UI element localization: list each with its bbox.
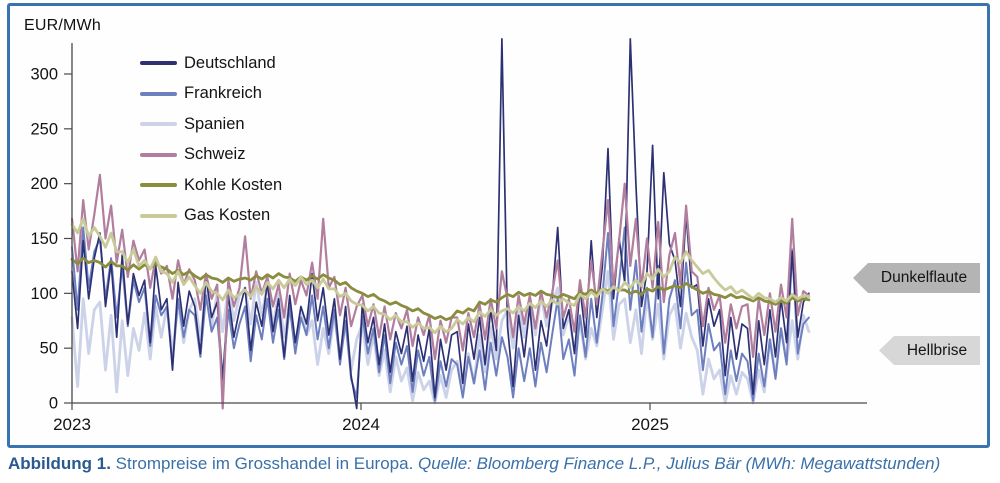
legend-item-frankreich: Frankreich — [140, 79, 282, 110]
series-line-schweiz — [70, 173, 811, 410]
x-tick-label: 2023 — [53, 415, 91, 434]
legend-item-gas-kosten: Gas Kosten — [140, 201, 282, 232]
y-tick-label: 250 — [30, 120, 58, 138]
legend-item-deutschland: Deutschland — [140, 48, 282, 79]
y-tick-label: 50 — [40, 340, 58, 358]
figure-number: Abbildung 1. — [8, 454, 111, 473]
frankreich-line-swatch — [140, 91, 177, 96]
legend-item-kohle-kosten: Kohle Kosten — [140, 170, 282, 201]
deutschland-line-swatch — [140, 61, 177, 66]
caption-source: Quelle: Bloomberg Finance L.P., Julius B… — [418, 454, 941, 473]
legend-label: Kohle Kosten — [184, 175, 283, 194]
series-line-gas-kosten — [70, 217, 811, 335]
y-tick-label: 100 — [30, 285, 58, 303]
chart-panel: EUR/MWh 0 50 100 150 200 250 300 2023 2024 2025 D… — [7, 3, 990, 448]
hellbrise-label: Hellbrise — [906, 341, 968, 359]
y-tick-label: 300 — [30, 65, 58, 83]
legend-label: Frankreich — [184, 84, 262, 103]
series-line-frankreich — [71, 226, 810, 402]
legend-label: Spanien — [184, 114, 245, 133]
series-line-spanien — [70, 269, 811, 405]
schweiz-line-swatch — [140, 152, 177, 157]
legend-item-schweiz: Schweiz — [140, 140, 282, 171]
dunkelflaute-annotation-tag: Dunkelflaute — [853, 263, 980, 293]
x-tick-label: 2025 — [631, 415, 669, 434]
kohle-kosten-line-swatch — [140, 183, 177, 188]
spanien-line-swatch — [140, 122, 177, 127]
legend-label: Schweiz — [184, 145, 246, 164]
hellbrise-annotation-tag: Hellbrise — [879, 336, 980, 365]
dunkelflaute-label: Dunkelflaute — [880, 269, 968, 286]
legend-label: Deutschland — [184, 53, 276, 72]
y-axis-title: EUR/MWh — [24, 17, 101, 34]
figure-caption: Abbildung 1. Strompreise im Grosshandel … — [8, 454, 993, 474]
legend-label: Gas Kosten — [184, 206, 271, 225]
chart-legend: Deutschland Frankreich Spanien Schweiz K… — [140, 48, 282, 231]
series-line-kohle-kosten — [70, 256, 811, 322]
price-chart-svg: 0 50 100 150 200 250 300 2023 2024 2025 — [30, 38, 867, 434]
y-tick-label: 200 — [30, 175, 58, 193]
y-tick-label: 150 — [30, 230, 58, 248]
y-tick-label: 0 — [49, 395, 58, 413]
x-tick-label: 2024 — [342, 415, 380, 434]
gas-kosten-line-swatch — [140, 213, 177, 218]
legend-item-spanien: Spanien — [140, 109, 282, 140]
caption-text: Strompreise im Grosshandel in Europa. — [110, 454, 419, 473]
